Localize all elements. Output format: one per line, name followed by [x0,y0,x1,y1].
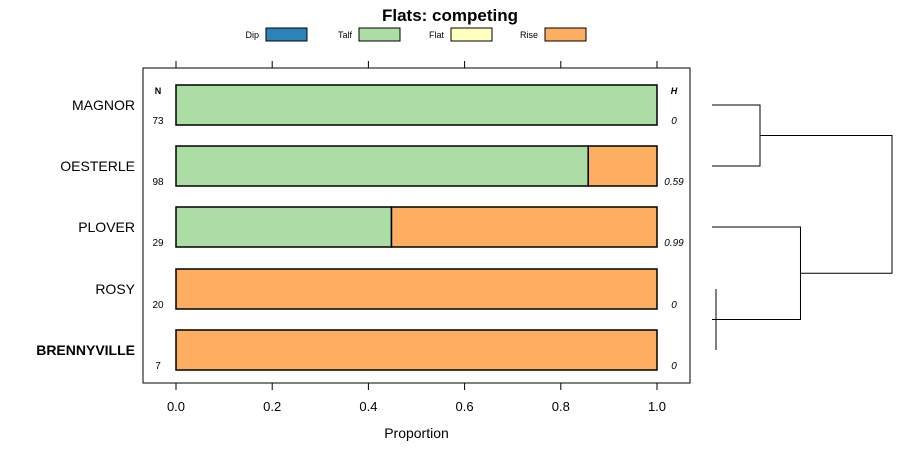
legend-swatch-rise [544,27,587,42]
bar-segment-talf [175,84,658,126]
n-value: 20 [152,300,164,311]
dendrogram [712,104,893,350]
h-value: 0 [671,300,677,311]
x-tick-label: 0.6 [456,399,474,414]
bar-segment-rise [390,206,658,248]
bar-segment-talf [175,145,589,187]
bar-segment-talf [175,206,393,248]
category-label: ROSY [95,281,135,297]
n-value: 73 [152,116,164,127]
x-axis-label: Proportion [384,425,449,441]
category-label: BRENNYVILLE [36,342,135,358]
legend: Dip Talf Flat Rise [245,27,587,42]
n-value: 7 [155,361,161,372]
legend-swatch-talf [358,27,401,42]
legend-swatch-flat [450,27,493,42]
category-label: PLOVER [78,219,135,235]
x-axis: 0.0 0.2 0.4 0.6 0.8 1.0 [167,61,666,414]
h-value: 0.99 [664,238,684,249]
n-value: 98 [152,177,164,188]
bar-rows: MAGNOR 73 0 OESTERLE 98 0.59 PLOVER 29 0.99 ROSY 2… [36,84,684,372]
dendrogram-branch [760,135,893,274]
bar-segment-rise [175,329,658,371]
dendrogram-branch [712,104,761,167]
legend-label-rise: Rise [520,30,538,40]
chart-title: Flats: competing [382,6,518,25]
category-label: MAGNOR [72,97,135,113]
legend-label-flat: Flat [429,30,445,40]
bar-segment-rise [587,145,658,187]
x-tick-label: 0.0 [167,399,185,414]
dendrogram-branch [712,226,801,320]
bar-segment-rise [175,268,658,310]
h-value: 0 [671,116,677,127]
x-tick-label: 0.4 [359,399,377,414]
category-label: OESTERLE [60,158,135,174]
legend-label-dip: Dip [245,30,259,40]
h-value: 0 [671,361,677,372]
h-value: 0.59 [664,177,684,188]
x-tick-label: 0.2 [263,399,281,414]
x-tick-label: 0.8 [552,399,570,414]
legend-swatch-dip [265,27,308,42]
n-header: N [155,86,162,96]
plot-frame [142,67,691,384]
legend-label-talf: Talf [338,30,353,40]
h-header: H [671,86,678,96]
n-value: 29 [152,238,164,249]
x-tick-label: 1.0 [648,399,666,414]
